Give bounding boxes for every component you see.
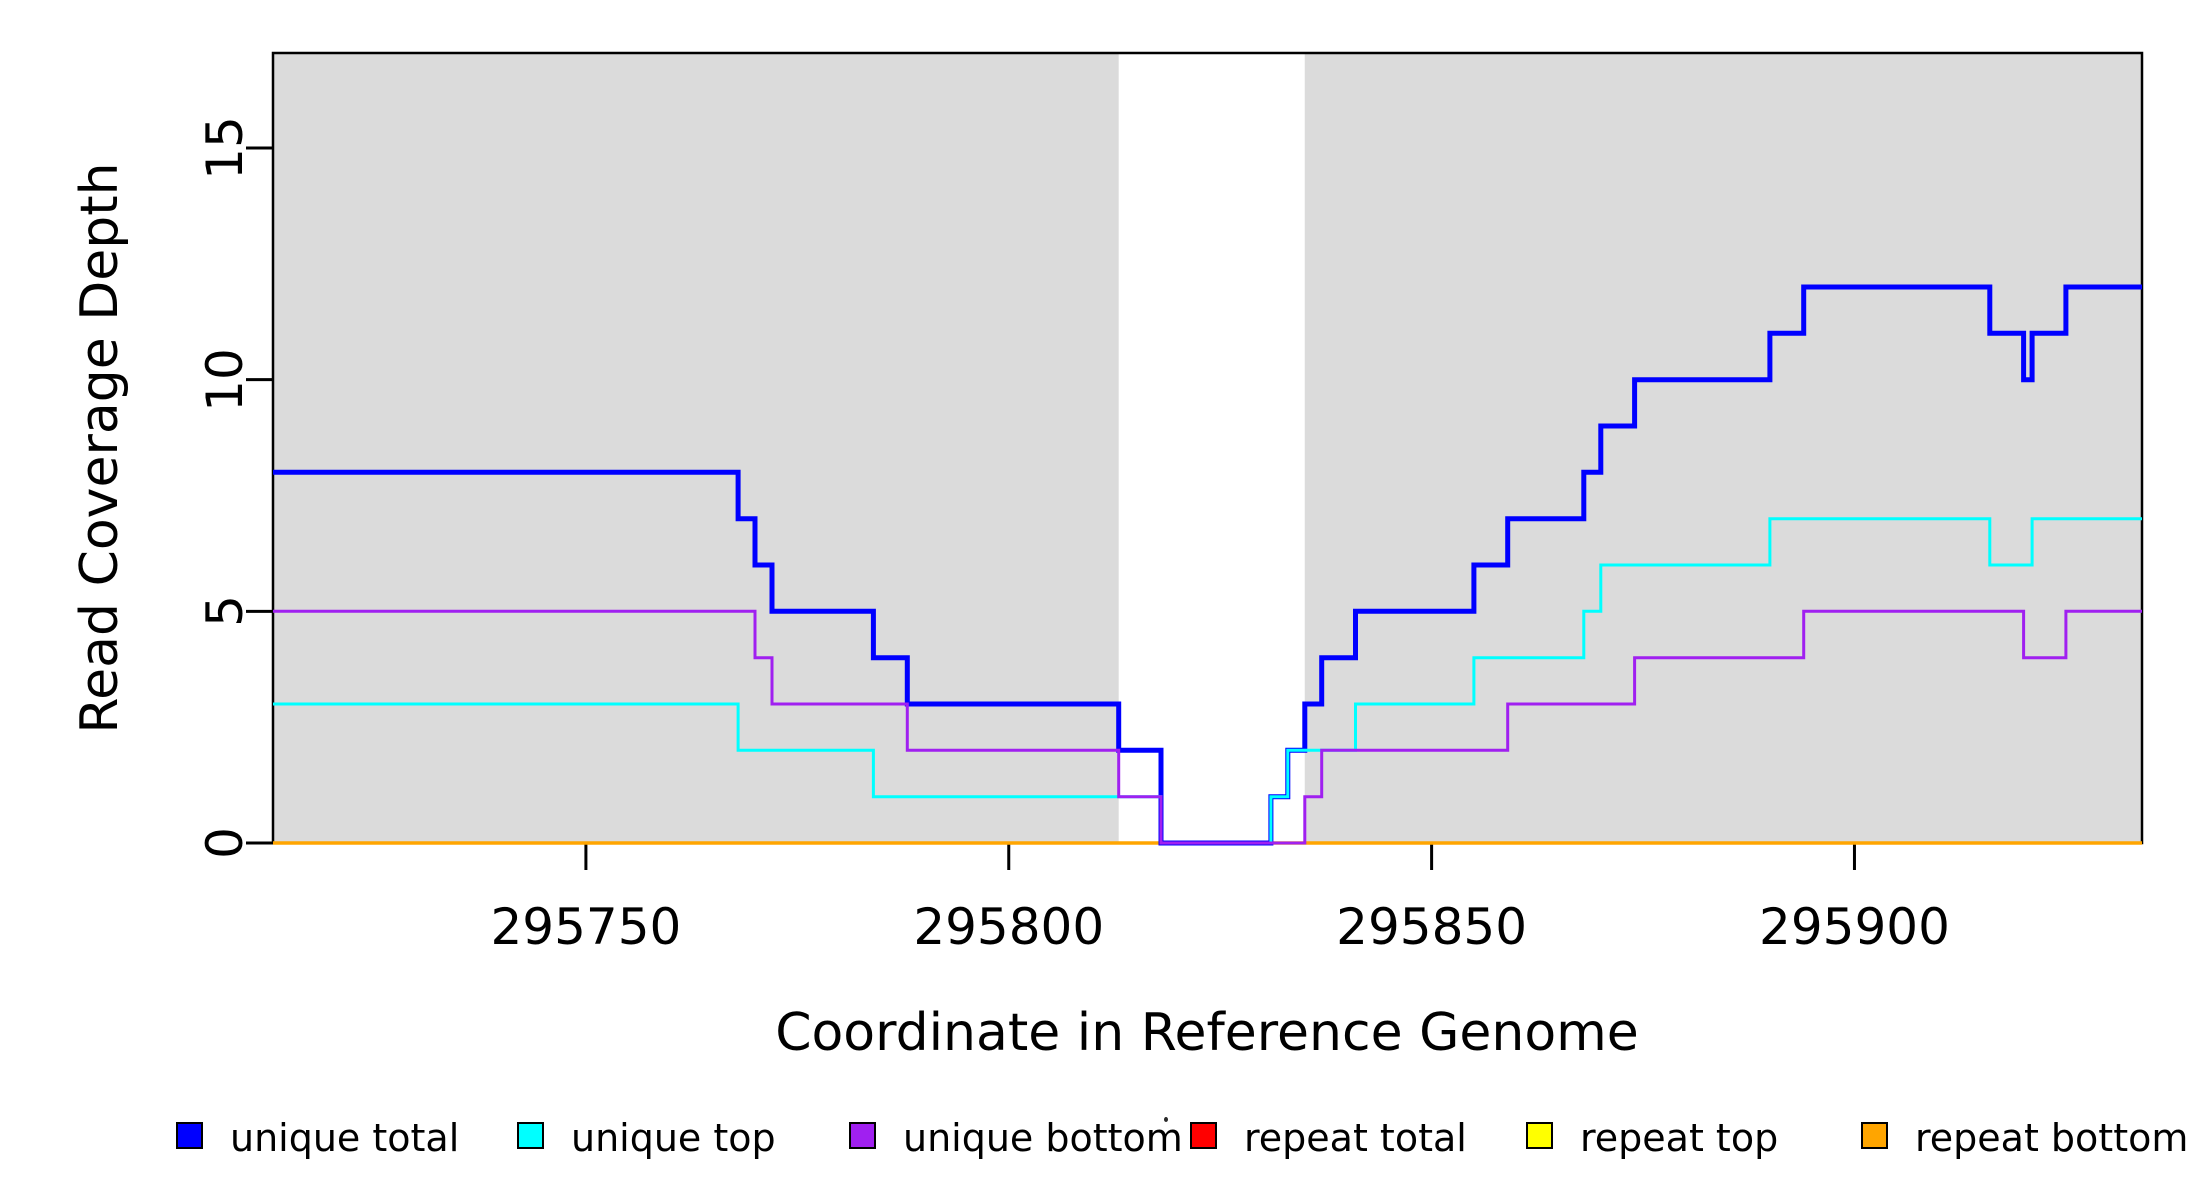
shaded-region bbox=[1304, 53, 2142, 843]
legend-swatch-icon bbox=[517, 1122, 544, 1149]
shaded-region bbox=[273, 53, 1119, 843]
legend-label: repeat top bbox=[1580, 1116, 1779, 1160]
legend-label: unique bottom bbox=[903, 1116, 1183, 1160]
legend-swatch-icon bbox=[849, 1122, 876, 1149]
y-tick-label: 10 bbox=[196, 347, 254, 412]
artifact-dot bbox=[1164, 1117, 1168, 1122]
y-axis-title: Read Coverage Depth bbox=[70, 162, 130, 734]
y-tick-label: 5 bbox=[196, 595, 254, 628]
legend-label: unique total bbox=[230, 1116, 460, 1160]
legend-label: repeat bottom bbox=[1915, 1116, 2189, 1160]
legend-swatch-icon bbox=[176, 1122, 203, 1149]
legend-label: repeat total bbox=[1244, 1116, 1467, 1160]
x-axis-title: Coordinate in Reference Genome bbox=[775, 1003, 1639, 1063]
legend-label: unique top bbox=[571, 1116, 776, 1160]
y-tick-label: 0 bbox=[196, 827, 254, 859]
x-tick-label: 295900 bbox=[1759, 898, 1950, 956]
x-tick-label: 295750 bbox=[490, 898, 682, 956]
x-tick-label: 295800 bbox=[913, 898, 1105, 956]
legend-swatch-icon bbox=[1190, 1122, 1217, 1149]
series-line-unique-bottom bbox=[273, 609, 2142, 845]
x-tick-label: 295850 bbox=[1336, 898, 1528, 956]
y-tick-label: 15 bbox=[196, 116, 254, 180]
legend-swatch-icon bbox=[1526, 1122, 1553, 1149]
series-line-unique-total bbox=[273, 284, 2142, 846]
legend-swatch-icon bbox=[1861, 1122, 1888, 1149]
series-line-unique-top bbox=[273, 517, 2142, 845]
